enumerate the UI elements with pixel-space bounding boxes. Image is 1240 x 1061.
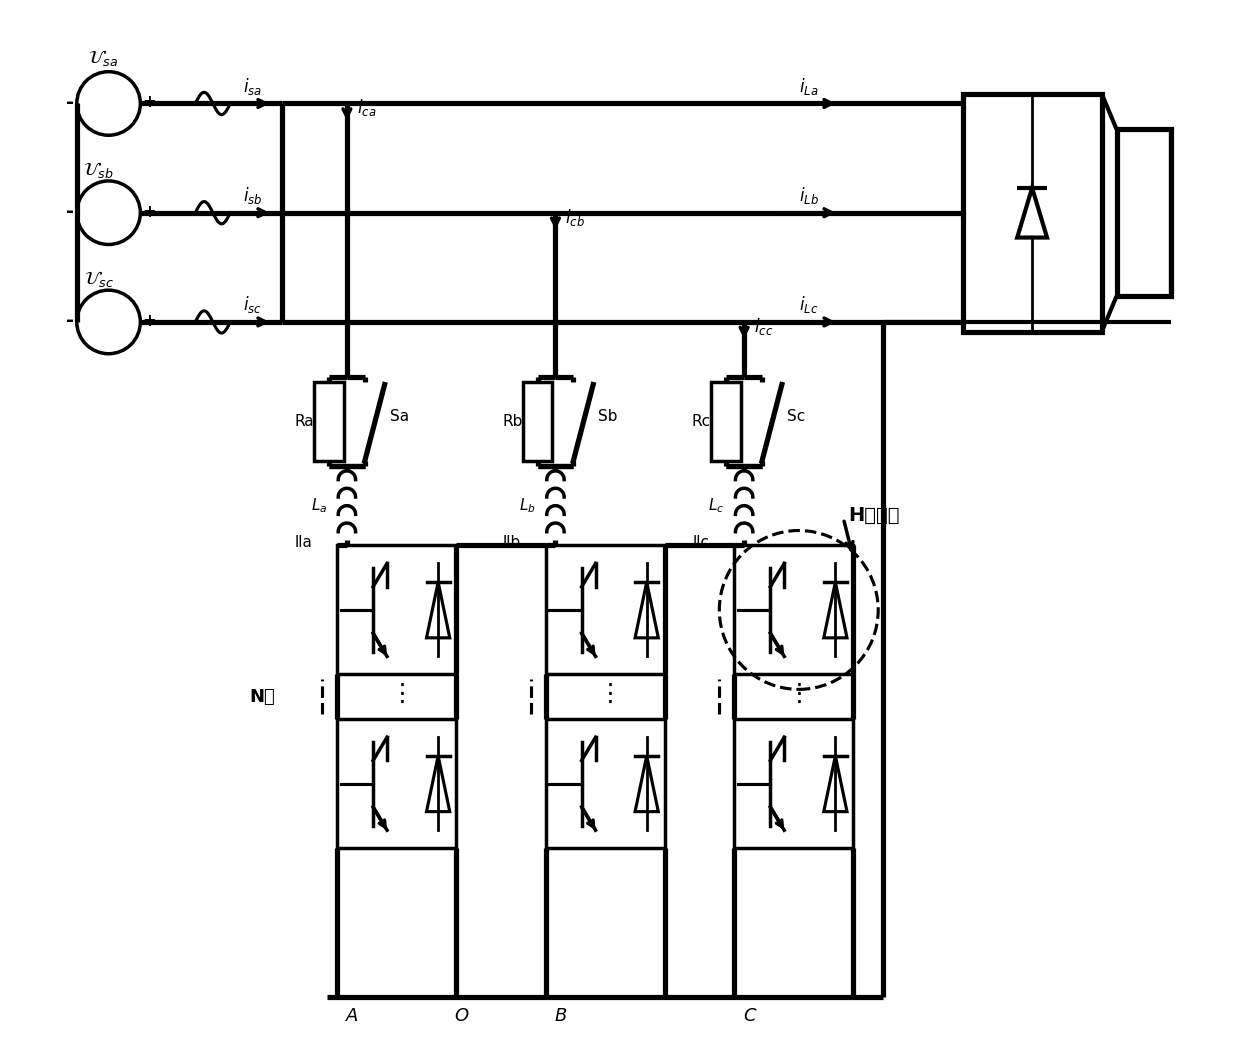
Text: Sb: Sb	[598, 408, 618, 423]
Polygon shape	[635, 755, 658, 812]
Text: N阶: N阶	[249, 688, 275, 706]
Text: $\vdots$: $\vdots$	[598, 682, 613, 707]
Text: -: -	[66, 312, 74, 330]
Bar	[734, 545, 853, 675]
Text: $i_{La}$: $i_{La}$	[799, 75, 818, 97]
Text: $i_{Lb}$: $i_{Lb}$	[799, 185, 818, 206]
Text: $i_{Lc}$: $i_{Lc}$	[799, 294, 818, 315]
Polygon shape	[823, 755, 847, 812]
Text: -: -	[66, 203, 74, 222]
Text: B: B	[554, 1007, 567, 1025]
Bar	[337, 545, 456, 675]
Bar	[1116, 129, 1171, 296]
Text: $i_{sa}$: $i_{sa}$	[243, 75, 262, 97]
Text: A: A	[346, 1007, 358, 1025]
Text: Sa: Sa	[389, 408, 409, 423]
Text: H桥单元: H桥单元	[848, 506, 900, 525]
Bar	[546, 719, 665, 849]
Text: $i_{cb}$: $i_{cb}$	[565, 207, 585, 228]
Text: +: +	[143, 203, 156, 221]
Text: Rc: Rc	[692, 414, 711, 429]
Text: $i_{ca}$: $i_{ca}$	[357, 98, 376, 119]
Bar	[546, 545, 665, 675]
Text: $i_{sc}$: $i_{sc}$	[243, 294, 262, 315]
Text: $\vdots$: $\vdots$	[786, 682, 802, 707]
Polygon shape	[823, 582, 847, 638]
Text: +: +	[143, 312, 156, 330]
Text: llc: llc	[692, 535, 709, 550]
Bar	[523, 382, 553, 460]
Text: $\vdots$: $\vdots$	[388, 682, 404, 707]
Text: $L_a$: $L_a$	[311, 497, 327, 515]
Polygon shape	[427, 755, 450, 812]
Text: Ra: Ra	[294, 414, 314, 429]
Text: $\mathcal{U}_{sb}$: $\mathcal{U}_{sb}$	[83, 160, 114, 180]
Bar	[337, 719, 456, 849]
Text: lla: lla	[294, 535, 312, 550]
Text: -: -	[66, 93, 74, 112]
Text: Sc: Sc	[787, 408, 805, 423]
Bar	[734, 719, 853, 849]
Bar	[712, 382, 742, 460]
Text: $\mathcal{U}_{sc}$: $\mathcal{U}_{sc}$	[83, 269, 114, 290]
Bar	[314, 382, 343, 460]
Text: +: +	[143, 93, 156, 111]
Text: $i_{cc}$: $i_{cc}$	[754, 316, 774, 337]
Text: C: C	[743, 1007, 755, 1025]
Polygon shape	[427, 582, 450, 638]
Text: $L_b$: $L_b$	[520, 497, 536, 515]
Text: llb: llb	[502, 535, 521, 550]
Text: Rb: Rb	[502, 414, 523, 429]
Text: $\mathcal{U}_{sa}$: $\mathcal{U}_{sa}$	[88, 48, 119, 68]
Bar	[962, 93, 1101, 332]
Text: O: O	[454, 1007, 469, 1025]
Text: $i_{sb}$: $i_{sb}$	[243, 185, 263, 206]
Text: $L_c$: $L_c$	[708, 497, 724, 515]
Polygon shape	[635, 582, 658, 638]
